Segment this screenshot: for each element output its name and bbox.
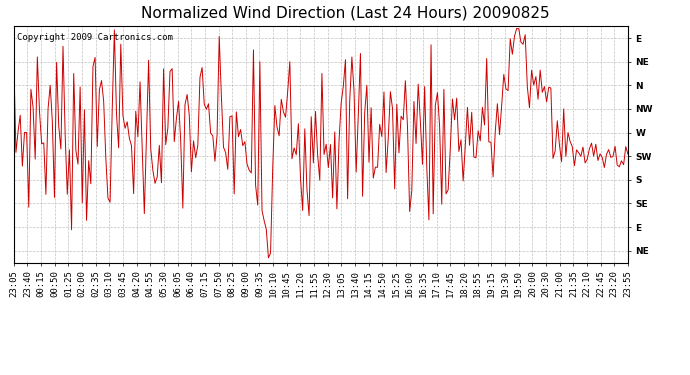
- Text: Copyright 2009 Cartronics.com: Copyright 2009 Cartronics.com: [17, 33, 172, 42]
- Text: Normalized Wind Direction (Last 24 Hours) 20090825: Normalized Wind Direction (Last 24 Hours…: [141, 6, 549, 21]
